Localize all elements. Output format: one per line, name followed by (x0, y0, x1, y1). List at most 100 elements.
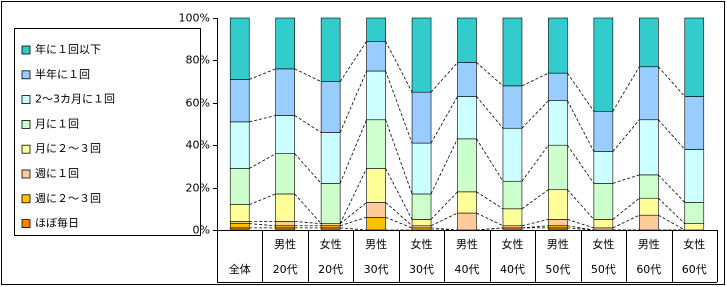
bar-segment (593, 227, 614, 231)
legend-label: 週に２～３回 (35, 192, 101, 205)
x-tick-label: 30代 (364, 263, 389, 276)
bar-segment (548, 72, 568, 101)
series-line (249, 153, 276, 169)
series-line (339, 168, 367, 224)
bar-segment (275, 221, 295, 227)
series-line (521, 100, 549, 129)
bar-segment (502, 17, 523, 87)
bar-segment (502, 180, 523, 210)
series-line (430, 138, 458, 195)
series-line (567, 225, 594, 231)
legend-label: 2～3カ月に１回 (35, 93, 115, 106)
bar-segment (275, 68, 295, 116)
bar-segment (229, 121, 250, 169)
legend-label: 月に１回 (35, 117, 79, 130)
series-line (567, 100, 595, 152)
bar-segment (366, 17, 386, 42)
series-line (430, 191, 458, 220)
series-line (385, 202, 413, 227)
bar-segment (548, 227, 568, 231)
series-line (658, 174, 686, 203)
bar-segment (411, 17, 432, 93)
legend-swatch (21, 219, 31, 229)
bar-segment (502, 127, 523, 182)
series-line (294, 153, 322, 184)
series-line (339, 202, 367, 224)
bar-segment (275, 17, 295, 70)
x-tick-label: 50代 (545, 263, 570, 276)
series-line (249, 115, 276, 123)
x-tick-label: 男性 (365, 237, 387, 251)
y-tick-label: 100% (179, 12, 210, 25)
bar-segment (229, 168, 250, 205)
bar-segment (548, 189, 568, 220)
bar-segment (275, 115, 295, 154)
x-tick-label: 40代 (455, 263, 480, 276)
bar-segment (366, 216, 386, 231)
bar-segment (684, 202, 705, 224)
series-line (385, 168, 413, 220)
series-line (567, 144, 595, 184)
x-tick-label: 男性 (547, 237, 569, 251)
series-line (430, 96, 458, 144)
x-tick-label: 女性 (683, 237, 705, 251)
bar-segment (366, 70, 386, 121)
y-tick-label: 60% (186, 97, 210, 110)
legend-label: 年に１回以下 (35, 42, 101, 56)
series-line (567, 189, 595, 220)
series-line (658, 197, 686, 224)
series-line (612, 119, 640, 152)
bar-segment (411, 227, 432, 231)
bar-segment (593, 17, 614, 112)
bar-segment (229, 227, 250, 231)
bar-segment (229, 221, 250, 224)
legend-swatch (21, 144, 31, 154)
bar-segment (457, 62, 477, 97)
series-line (521, 144, 549, 182)
bar-segment (411, 219, 432, 227)
series-line (658, 119, 686, 150)
legend-swatch (21, 194, 31, 204)
bar-segment (320, 223, 341, 227)
series-line (612, 66, 640, 112)
series-line (521, 219, 549, 227)
bar-segment (366, 41, 386, 72)
series-line (385, 70, 413, 144)
bar-segment (639, 197, 659, 216)
y-tick-label: 20% (186, 182, 210, 195)
bar-segment (639, 214, 659, 231)
bar-segment (457, 17, 477, 63)
series-line (521, 225, 549, 229)
series-line (476, 138, 504, 182)
series-line (430, 62, 458, 93)
series-line (567, 72, 595, 112)
bar-segment (502, 208, 523, 227)
bar-segment (502, 227, 523, 231)
bar-segment (366, 202, 386, 218)
bar-segment (457, 191, 477, 214)
series-line (294, 193, 322, 224)
bar-segment (229, 79, 250, 123)
series-line (339, 119, 367, 184)
bar-segment (639, 17, 659, 68)
bar-segment (457, 138, 477, 193)
bar-segment (320, 225, 341, 229)
bar-segment (275, 193, 295, 222)
legend-swatch (21, 169, 31, 179)
bar-segment (275, 225, 295, 229)
bar-segment (411, 142, 432, 195)
bar-segment (229, 17, 250, 80)
bar-segment (457, 212, 477, 231)
legend-swatch (21, 45, 31, 55)
x-tick-label: 20代 (318, 263, 343, 276)
legend-swatch (21, 120, 31, 129)
x-tick-label: 女性 (592, 237, 614, 251)
bar-segment (411, 193, 432, 220)
x-tick-label: 男性 (456, 237, 478, 251)
x-tick-label: 全体 (229, 262, 251, 276)
bar-segment (320, 81, 341, 133)
bar-segment (593, 183, 614, 220)
series-line (294, 115, 322, 133)
bar-segment (366, 168, 386, 203)
bar-segment (548, 100, 568, 146)
